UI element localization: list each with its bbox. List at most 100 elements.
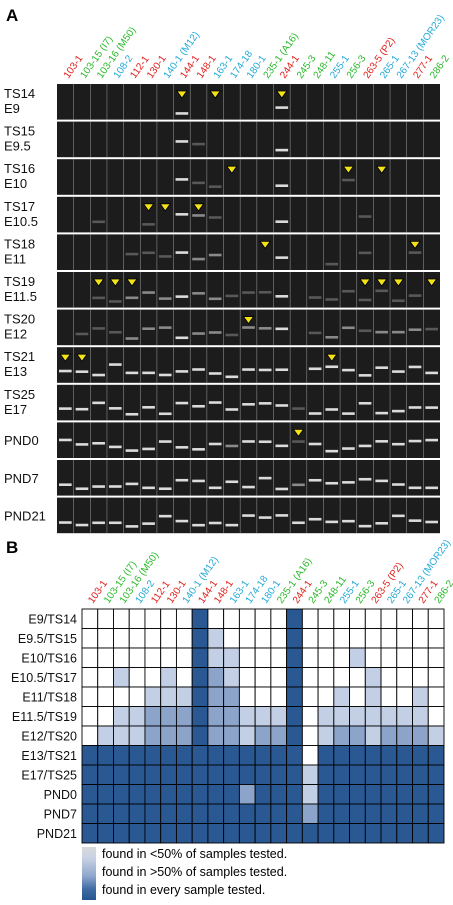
gel-band bbox=[425, 520, 438, 524]
yellow-arrowhead-icon bbox=[176, 90, 188, 99]
heatmap-cell bbox=[380, 745, 398, 766]
gel-band bbox=[275, 184, 289, 188]
gel-band bbox=[358, 215, 372, 218]
heatmap-cell bbox=[113, 784, 130, 805]
heatmap-cell bbox=[301, 608, 319, 629]
heatmap-cell bbox=[427, 628, 445, 649]
heatmap-cell bbox=[223, 686, 240, 707]
heatmap-cell bbox=[412, 725, 429, 746]
gel-row-label: E10 bbox=[4, 176, 27, 191]
heatmap-cell bbox=[380, 706, 398, 727]
heatmap-cell bbox=[191, 628, 209, 649]
gel-band bbox=[225, 333, 239, 337]
heatmap-cell bbox=[286, 628, 303, 649]
gel-band bbox=[342, 412, 355, 415]
heatmap-cell bbox=[144, 725, 162, 746]
gel-band bbox=[408, 365, 422, 369]
heatmap-cell bbox=[301, 725, 319, 746]
gel-band bbox=[59, 483, 72, 487]
heatmap-cell bbox=[238, 764, 256, 785]
heatmap-cell bbox=[144, 784, 162, 805]
gel-band bbox=[375, 330, 389, 334]
heatmap-cell bbox=[81, 784, 99, 805]
gel-band bbox=[342, 519, 355, 523]
heatmap-cell bbox=[223, 667, 240, 688]
heatmap-cell bbox=[97, 667, 114, 688]
gel-band bbox=[59, 407, 72, 410]
heatmap-cell bbox=[144, 745, 162, 766]
gel-band bbox=[158, 487, 172, 491]
gel-band bbox=[342, 481, 355, 484]
heatmap-cell bbox=[191, 823, 209, 844]
heatmap-cell bbox=[144, 628, 162, 649]
heatmap-cell bbox=[396, 823, 413, 844]
heatmap-row-label: E10.5/TS17 bbox=[11, 671, 77, 685]
heatmap-cell bbox=[317, 725, 335, 746]
yellow-arrowhead-icon bbox=[342, 165, 355, 174]
gel-band bbox=[192, 181, 205, 185]
gel-band bbox=[225, 408, 239, 411]
heatmap-cell bbox=[81, 823, 99, 844]
gel-band bbox=[175, 478, 189, 482]
gel-band bbox=[275, 220, 289, 223]
gel-band bbox=[308, 331, 322, 335]
yellow-arrowhead-icon bbox=[409, 240, 421, 250]
heatmap-cell bbox=[349, 608, 366, 629]
heatmap-cell bbox=[207, 784, 225, 805]
heatmap-cell bbox=[412, 745, 429, 766]
yellow-arrowhead-icon bbox=[142, 203, 155, 212]
gel-band bbox=[408, 439, 422, 443]
heatmap-cell bbox=[113, 745, 130, 766]
gel-band bbox=[142, 371, 155, 375]
heatmap-cell bbox=[286, 608, 303, 629]
heatmap-cell bbox=[270, 784, 288, 805]
heatmap-cell bbox=[380, 803, 398, 824]
heatmap-cell bbox=[223, 706, 240, 727]
heatmap-cell bbox=[317, 803, 335, 824]
heatmap-cell bbox=[364, 647, 382, 668]
heatmap-cell bbox=[412, 647, 429, 668]
gel-band bbox=[208, 442, 222, 446]
heatmap-cell bbox=[113, 608, 130, 629]
gel-band bbox=[225, 480, 239, 484]
gel-band bbox=[425, 486, 438, 490]
heatmap-cell bbox=[97, 686, 114, 707]
yellow-arrowhead-icon bbox=[375, 278, 388, 287]
gel-row-label: PND0 bbox=[4, 433, 39, 448]
heatmap-row-label: E9.5/TS15 bbox=[18, 632, 77, 646]
gel-strip bbox=[57, 84, 440, 120]
heatmap-cell bbox=[254, 647, 272, 668]
heatmap-cell bbox=[238, 608, 256, 629]
heatmap-cell bbox=[175, 667, 193, 688]
gel-band bbox=[225, 294, 239, 298]
heatmap-cell bbox=[81, 628, 99, 649]
heatmap-cell bbox=[128, 823, 146, 844]
heatmap-cell bbox=[81, 608, 99, 629]
gel-band bbox=[275, 256, 289, 259]
heatmap-cell bbox=[270, 803, 288, 824]
heatmap-cell bbox=[286, 725, 303, 746]
heatmap-cell bbox=[128, 706, 146, 727]
heatmap-cell bbox=[427, 686, 445, 707]
heatmap-cell bbox=[301, 803, 319, 824]
gel-band bbox=[175, 251, 189, 254]
heatmap-cell bbox=[81, 667, 99, 688]
heatmap-cell bbox=[128, 647, 146, 668]
gel-band bbox=[425, 406, 438, 409]
gel-strip bbox=[57, 272, 440, 308]
gel-band bbox=[358, 524, 372, 528]
yellow-arrowhead-icon bbox=[192, 203, 205, 212]
gel-band bbox=[275, 404, 289, 407]
gel-band bbox=[375, 411, 389, 415]
gel-band bbox=[92, 296, 105, 300]
heatmap-cell bbox=[286, 706, 303, 727]
gel-band bbox=[142, 406, 155, 409]
heatmap-cell bbox=[254, 686, 272, 707]
heatmap-cell bbox=[81, 764, 99, 785]
yellow-arrowhead-icon bbox=[109, 278, 122, 287]
heatmap-cell bbox=[160, 823, 177, 844]
heatmap-cell bbox=[317, 667, 335, 688]
gel-band bbox=[125, 337, 139, 340]
gel-band bbox=[175, 112, 189, 115]
yellow-arrowhead-icon bbox=[226, 165, 238, 174]
